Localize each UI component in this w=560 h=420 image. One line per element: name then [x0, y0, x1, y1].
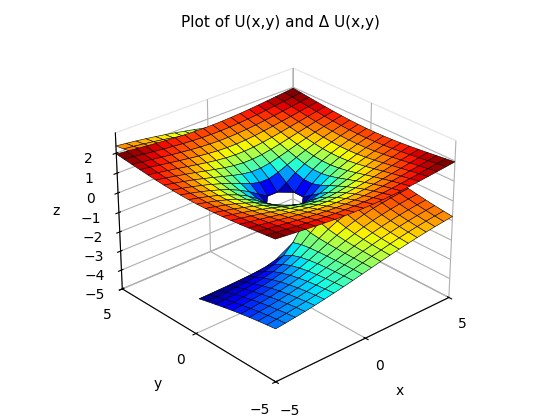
X-axis label: x: x [396, 384, 404, 398]
Y-axis label: y: y [153, 377, 162, 391]
Title: Plot of U(x,y) and Δ U(x,y): Plot of U(x,y) and Δ U(x,y) [180, 15, 380, 30]
